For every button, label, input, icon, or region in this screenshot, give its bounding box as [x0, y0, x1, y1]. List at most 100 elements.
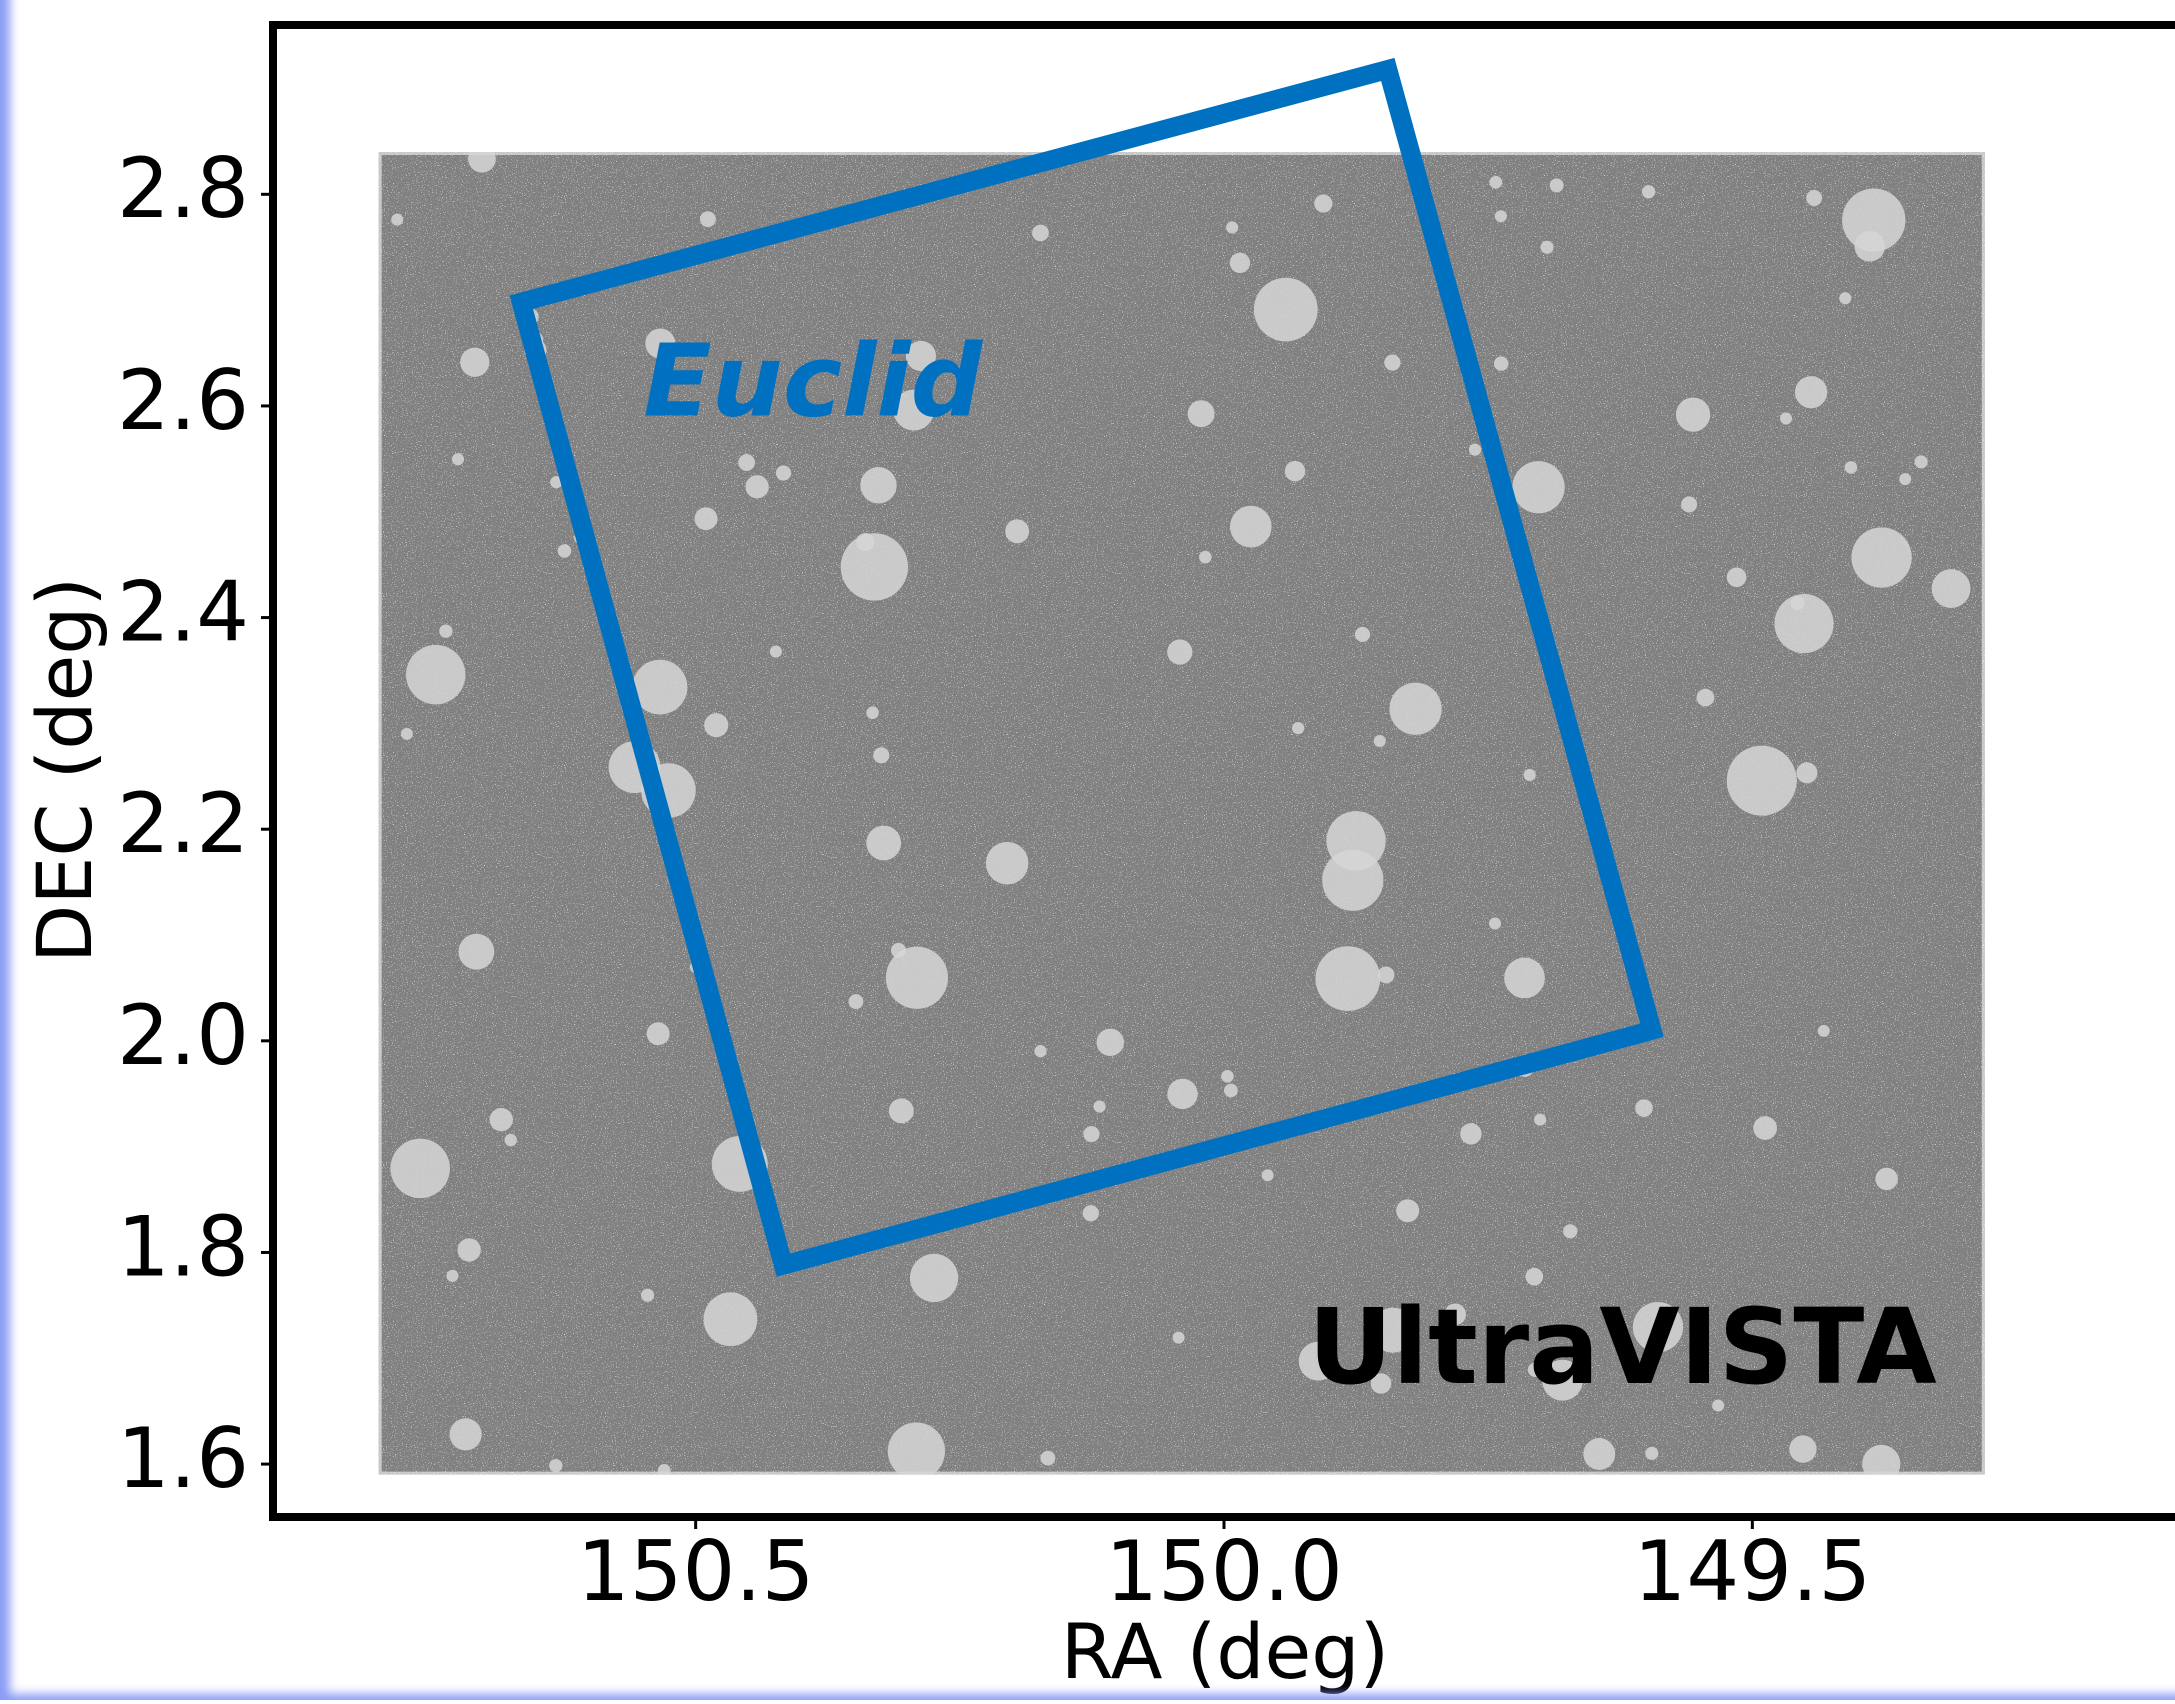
source-blob: [1854, 231, 1885, 262]
source-blob: [458, 934, 494, 970]
source-blob: [1230, 506, 1272, 548]
source-blob: [704, 1292, 758, 1346]
x-tick-label: 149.5: [1634, 1523, 1872, 1620]
source-blob: [1489, 176, 1502, 189]
source-blob: [1635, 1099, 1652, 1116]
source-blob: [658, 1464, 671, 1477]
y-tick-label: 2.0: [117, 987, 249, 1084]
source-blob: [1645, 1447, 1658, 1460]
source-blob: [1753, 1116, 1777, 1140]
source-blob: [1005, 519, 1029, 543]
source-blob: [1494, 356, 1508, 370]
source-blob: [1199, 551, 1212, 564]
source-blob: [866, 826, 901, 861]
source-blob: [391, 214, 403, 226]
source-blob: [1727, 567, 1747, 587]
source-blob: [891, 943, 906, 958]
source-blob: [1469, 444, 1481, 456]
source-blob: [860, 467, 896, 503]
chart: UltraVISTAEuclid150.5150.0149.51.61.82.0…: [0, 0, 2175, 1700]
source-blob: [700, 211, 716, 227]
source-blob: [1167, 1079, 1197, 1109]
source-blob: [457, 1238, 480, 1261]
source-blob: [1083, 1126, 1099, 1142]
source-blob: [1389, 683, 1441, 735]
source-blob: [1512, 461, 1564, 513]
source-blob: [1550, 178, 1564, 192]
source-blob: [866, 706, 879, 719]
source-blob: [1167, 639, 1192, 664]
source-blob: [1563, 1224, 1577, 1238]
source-blob: [452, 453, 464, 465]
source-blob: [1230, 253, 1250, 273]
source-blob: [460, 348, 489, 377]
source-blob: [738, 454, 755, 471]
source-blob: [889, 1098, 914, 1123]
source-blob: [1083, 1205, 1099, 1221]
source-blob: [1254, 278, 1318, 342]
source-blob: [888, 1422, 945, 1479]
source-blob: [770, 646, 782, 658]
footprint-label: Euclid: [643, 323, 983, 440]
source-blob: [1224, 1084, 1238, 1098]
source-blob: [873, 747, 889, 763]
source-blob: [1489, 917, 1501, 929]
source-blob: [558, 544, 572, 558]
source-blob: [1525, 1268, 1543, 1286]
y-tick-label: 1.6: [117, 1410, 249, 1507]
source-blob: [1899, 473, 1911, 485]
source-blob: [1093, 1101, 1105, 1113]
source-blob: [1875, 1168, 1898, 1191]
source-blob: [1534, 1114, 1546, 1126]
source-blob: [1188, 400, 1215, 427]
source-blob: [1727, 746, 1797, 816]
source-blob: [695, 507, 718, 530]
source-blob: [1540, 241, 1553, 254]
source-blob: [1780, 413, 1792, 425]
source-blob: [704, 713, 728, 737]
source-blob: [1681, 496, 1697, 512]
source-blob: [1524, 769, 1536, 781]
source-blob: [1032, 225, 1049, 242]
source-blob: [1504, 958, 1545, 999]
source-blob: [1460, 1123, 1481, 1144]
source-blob: [986, 842, 1029, 885]
source-blob: [1932, 569, 1971, 608]
source-blob: [1791, 596, 1805, 610]
y-tick-label: 2.8: [117, 140, 249, 237]
y-tick-label: 2.4: [117, 564, 249, 661]
source-blob: [1915, 455, 1928, 468]
source-blob: [1642, 185, 1655, 198]
source-blob: [647, 1022, 670, 1045]
footprint-label: UltraVISTA: [1308, 1286, 1937, 1408]
source-blob: [1384, 354, 1400, 370]
source-blob: [1285, 461, 1305, 481]
source-blob: [1173, 1332, 1185, 1344]
source-blob: [1697, 689, 1715, 707]
source-blob: [505, 1134, 517, 1146]
source-blob: [1862, 1445, 1900, 1483]
source-blob: [1315, 946, 1380, 1011]
source-blob: [406, 645, 465, 704]
source-blob: [1583, 1438, 1615, 1470]
source-blob: [1221, 1070, 1234, 1083]
survey-image: [379, 145, 1985, 1483]
speckle-texture: [379, 152, 1985, 1475]
source-blob: [1326, 811, 1385, 870]
source-blob: [390, 1139, 450, 1199]
source-blob: [439, 624, 452, 637]
source-blob: [1796, 762, 1817, 783]
source-blob: [1806, 190, 1822, 206]
source-blob: [910, 1254, 958, 1302]
source-blob: [1034, 1045, 1046, 1057]
source-blob: [446, 1270, 458, 1282]
x-tick-label: 150.0: [1105, 1523, 1343, 1620]
source-blob: [745, 475, 768, 498]
source-blob: [1374, 735, 1386, 747]
source-blob: [1851, 527, 1911, 587]
source-blob: [1795, 376, 1827, 408]
source-blob: [1839, 292, 1851, 304]
source-blob: [1676, 397, 1710, 431]
y-tick-label: 2.6: [117, 352, 249, 449]
x-tick-label: 150.5: [577, 1523, 815, 1620]
